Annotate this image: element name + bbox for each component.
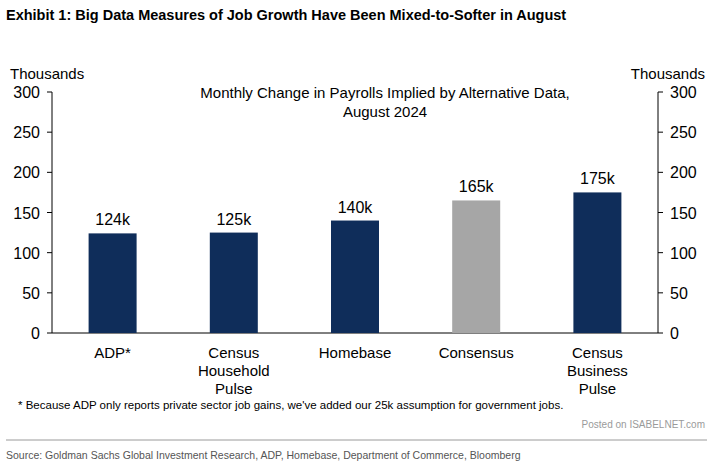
data-label: 124k <box>95 211 131 228</box>
y2-axis-label: Thousands <box>631 65 705 82</box>
x-tick-label-line: Business <box>567 362 628 379</box>
y-tick <box>47 252 52 253</box>
y-tick <box>47 333 52 334</box>
background <box>0 0 713 475</box>
y2-tick-label: 200 <box>670 164 697 181</box>
y2-tick-label: 0 <box>670 325 679 342</box>
y-tick <box>47 212 52 213</box>
bar <box>452 200 500 333</box>
y2-tick <box>658 132 663 133</box>
subtitle: Monthly Change in Payrolls Implied by Al… <box>200 84 569 101</box>
y-tick-label: 150 <box>13 205 40 222</box>
y2-tick <box>658 92 663 93</box>
subtitle: August 2024 <box>343 103 427 120</box>
y2-tick <box>658 292 663 293</box>
y2-tick-label: 250 <box>670 124 697 141</box>
x-tick-label: CensusHouseholdPulse <box>198 344 270 397</box>
bars <box>89 192 622 333</box>
y-tick <box>47 292 52 293</box>
data-label: 165k <box>459 178 495 195</box>
footnote: * Because ADP only reports private secto… <box>18 399 563 411</box>
y2-tick <box>658 252 663 253</box>
watermark: Posted on ISABELNET.com <box>582 419 705 430</box>
chart: Exhibit 1: Big Data Measures of Job Grow… <box>0 0 713 475</box>
x-tick-label-line: Pulse <box>215 380 253 397</box>
x-tick-label: ADP* <box>94 344 131 361</box>
y-axis-label: Thousands <box>10 65 84 82</box>
x-tick-label-line: Census <box>572 344 623 361</box>
data-label: 175k <box>580 170 616 187</box>
title: Exhibit 1: Big Data Measures of Job Grow… <box>6 7 566 23</box>
x-tick-label-line: Consensus <box>439 344 514 361</box>
source: Source: Goldman Sachs Global Investment … <box>6 449 521 461</box>
data-label: 140k <box>338 199 374 216</box>
bar <box>210 233 258 333</box>
y2-tick <box>658 333 663 334</box>
data-label: 125k <box>216 211 252 228</box>
y-tick-label: 0 <box>31 325 40 342</box>
x-tick-label: Consensus <box>439 344 514 361</box>
y2-tick-label: 300 <box>670 84 697 101</box>
y2-tick-label: 100 <box>670 245 697 262</box>
x-tick-label: CensusBusinessPulse <box>567 344 628 397</box>
y2-tick-label: 50 <box>670 285 688 302</box>
x-tick-label: Homebase <box>319 344 392 361</box>
separator <box>6 440 707 441</box>
y-tick <box>47 172 52 173</box>
y2-tick <box>658 212 663 213</box>
x-tick-label-line: ADP* <box>94 344 131 361</box>
y-tick-label: 100 <box>13 245 40 262</box>
x-tick-label-line: Household <box>198 362 270 379</box>
y-tick <box>47 92 52 93</box>
x-tick-label-line: Pulse <box>579 380 617 397</box>
bar <box>331 221 379 333</box>
y2-tick-label: 150 <box>670 205 697 222</box>
y-tick-label: 200 <box>13 164 40 181</box>
y-tick-label: 50 <box>22 285 40 302</box>
bar <box>89 233 137 333</box>
x-tick-label-line: Census <box>208 344 259 361</box>
y2-tick <box>658 172 663 173</box>
x-tick-label-line: Homebase <box>319 344 392 361</box>
bar <box>573 192 621 333</box>
y-tick <box>47 132 52 133</box>
y-tick-label: 250 <box>13 124 40 141</box>
y-tick-label: 300 <box>13 84 40 101</box>
